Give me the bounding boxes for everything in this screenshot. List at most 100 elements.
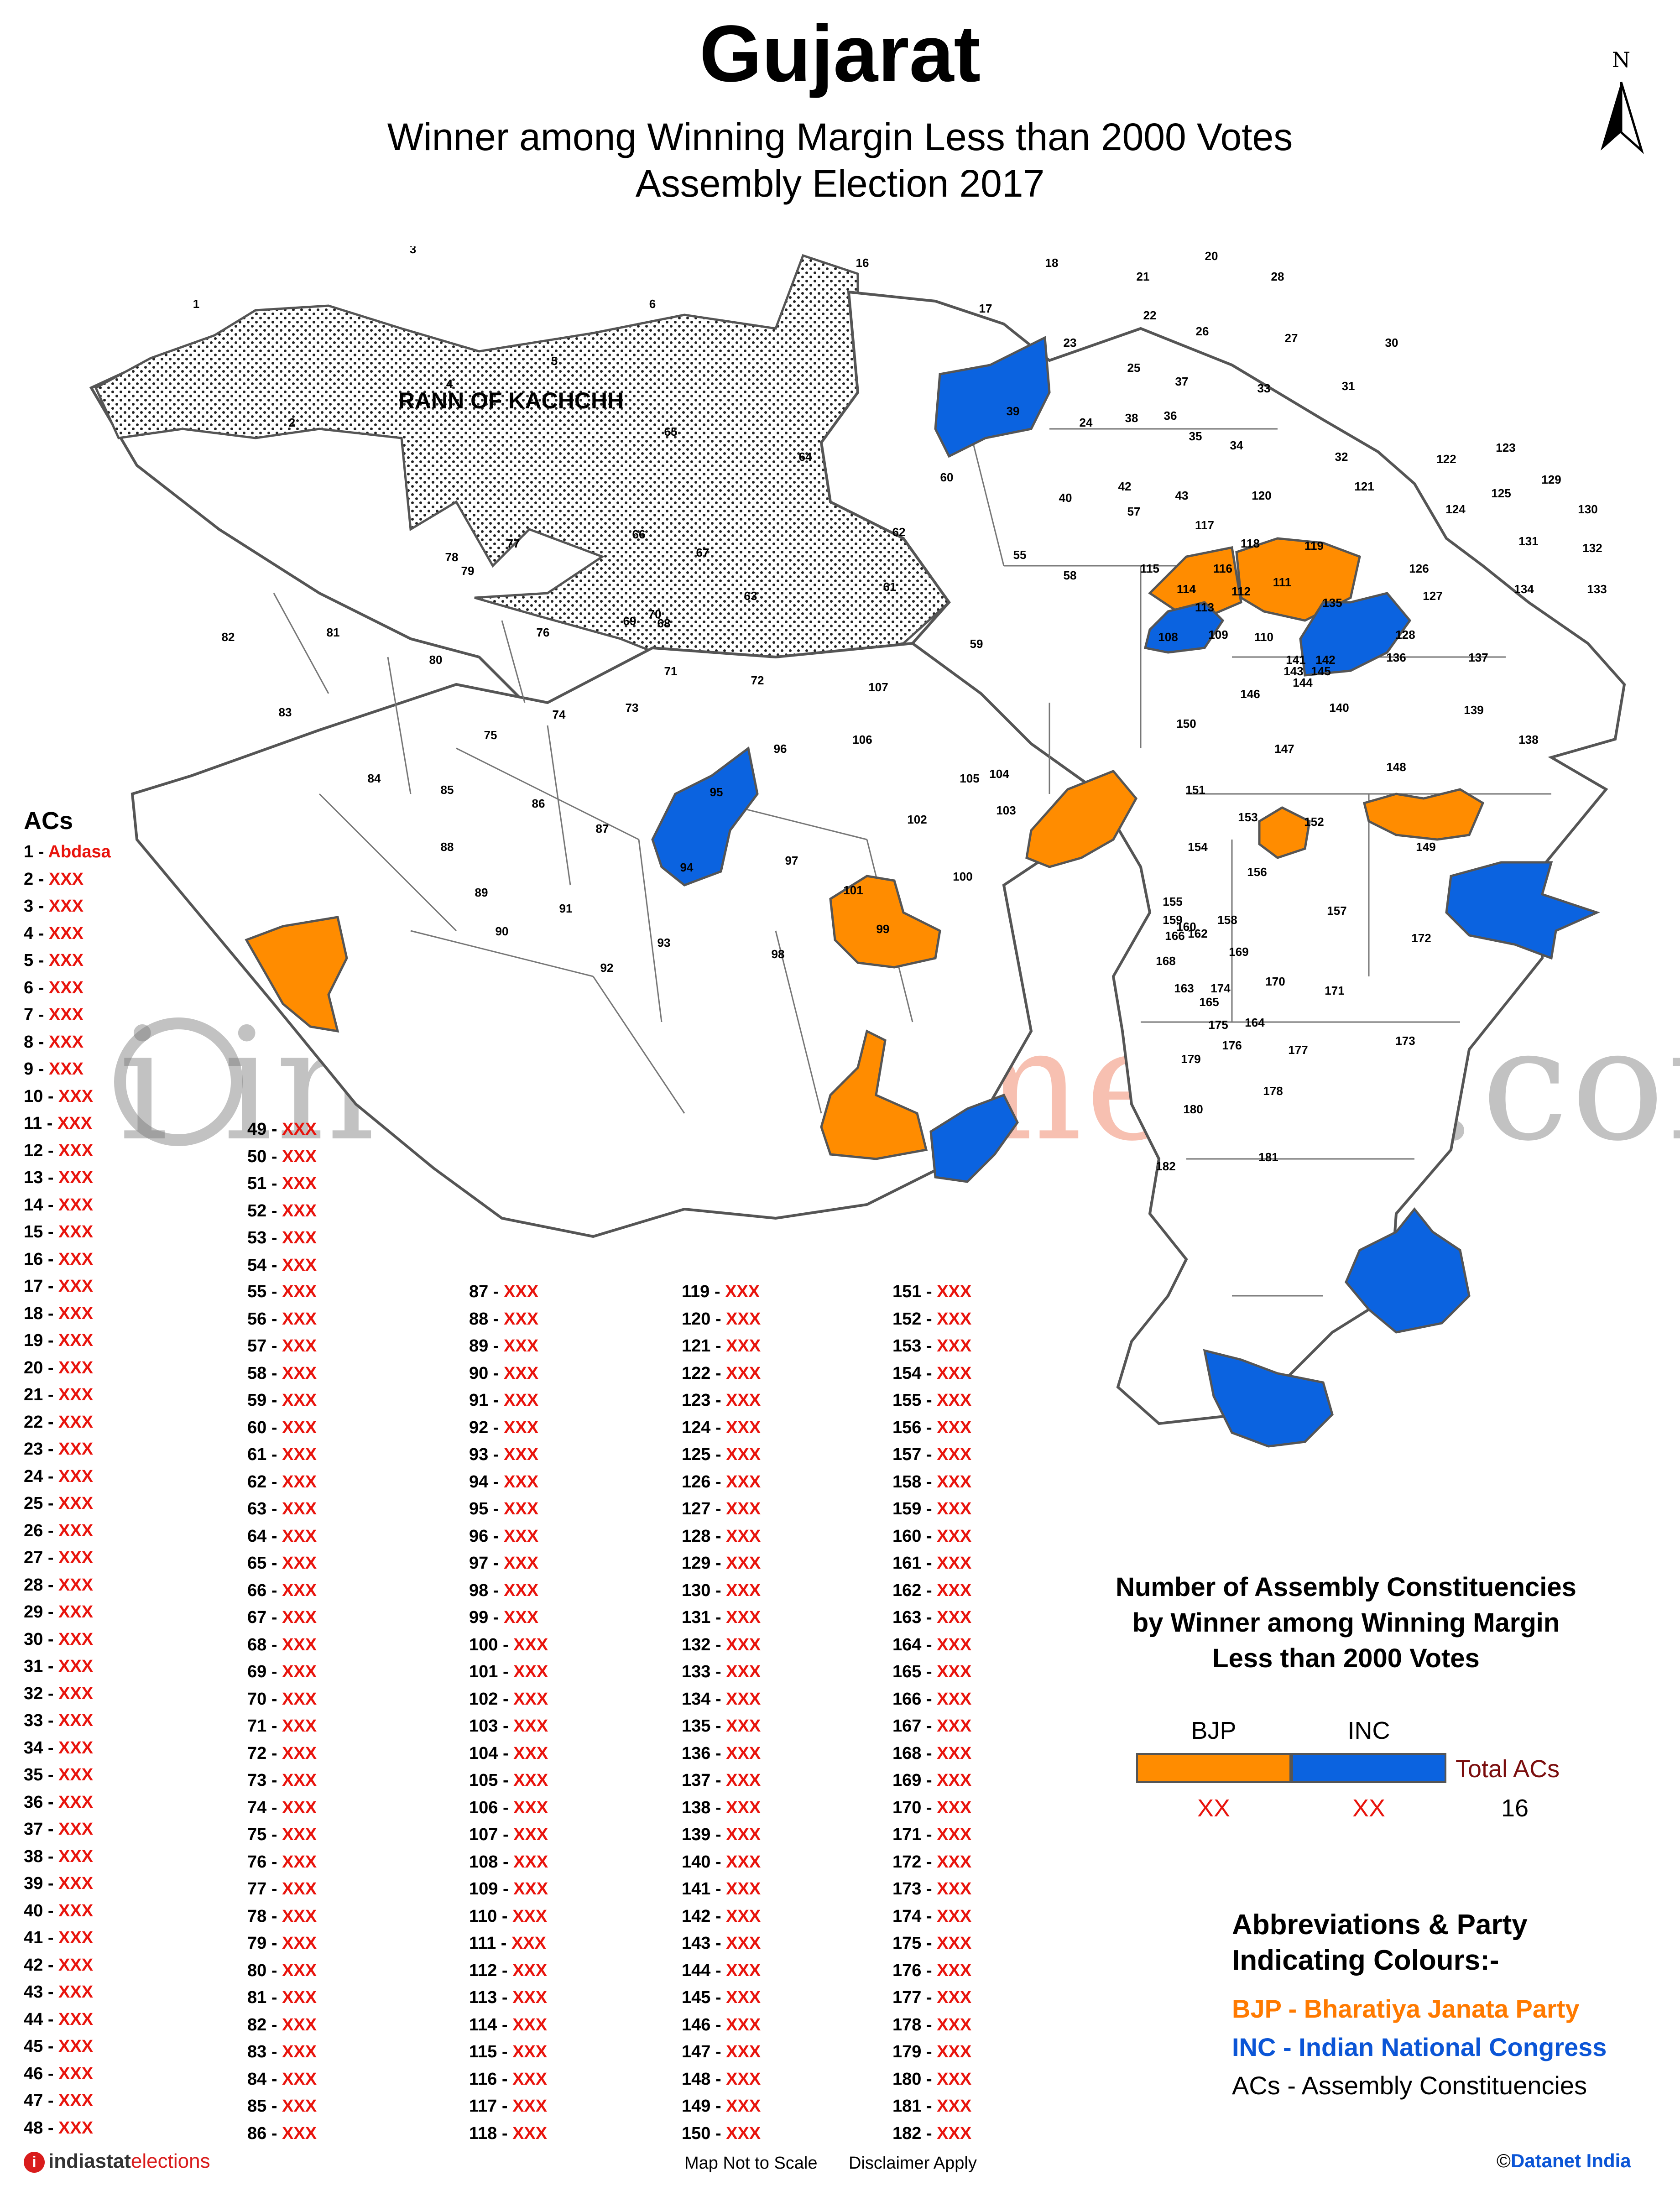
ac-number: 126 - (682, 1472, 726, 1492)
ac-number: 128 - (682, 1526, 726, 1546)
list-item: 165 - XXX (892, 1659, 1029, 1686)
list-item: 39 - XXX (24, 1870, 161, 1898)
list-item: 32 - XXX (24, 1680, 161, 1708)
list-item: 132 - XXX (682, 1632, 819, 1659)
list-item: 93 - XXX (469, 1441, 606, 1469)
ac-winner: XXX (937, 1798, 972, 1817)
ac-label: 18 (1045, 256, 1059, 270)
list-item: 85 - XXX (247, 2093, 384, 2120)
ac-label: 6 (649, 297, 656, 311)
ac-number: 115 - (469, 2042, 513, 2061)
ac-winner: XXX (48, 1032, 83, 1052)
list-item: 114 - XXX (469, 2012, 606, 2039)
ac-number: 15 - (24, 1222, 59, 1242)
ac-winner: XXX (726, 1418, 761, 1437)
ac-region-14 (934, 336, 1051, 458)
ac-winner: XXX (282, 1309, 317, 1329)
ac-region-83 (245, 916, 348, 1033)
legend-inc-value: XX (1352, 1795, 1386, 1822)
list-item: 61 - XXX (247, 1441, 384, 1469)
ac-winner: XXX (726, 1554, 761, 1573)
ac-number: 122 - (682, 1363, 726, 1383)
ac-label: 145 (1311, 664, 1330, 678)
ac-number: 132 - (682, 1635, 726, 1654)
ac-number: 124 - (682, 1418, 726, 1437)
ac-winner: XXX (58, 1331, 94, 1350)
ac-number: 19 - (24, 1331, 59, 1350)
ac-number: 162 - (892, 1581, 937, 1600)
list-item: 123 - XXX (682, 1387, 819, 1414)
list-item: 9 - XXX (24, 1056, 161, 1083)
ac-label: 101 (843, 883, 863, 897)
ac-label: 168 (1156, 954, 1175, 968)
ac-winner: XXX (58, 1738, 94, 1758)
list-item: 179 - XXX (892, 2039, 1029, 2066)
ac-number: 158 - (892, 1472, 937, 1492)
ac-winner: XXX (937, 1554, 972, 1573)
ac-label: 176 (1222, 1038, 1242, 1052)
ac-winner: XXX (937, 1336, 972, 1356)
list-item: 17 - XXX (24, 1273, 161, 1300)
list-item: 2 - XXX (24, 866, 161, 893)
list-item: 117 - XXX (469, 2093, 606, 2120)
ac-winner: XXX (513, 1635, 548, 1654)
ac-number: 59 - (247, 1391, 282, 1410)
ac-winner: XXX (726, 1879, 761, 1899)
list-item: 82 - XXX (247, 2012, 384, 2039)
ac-label: 90 (496, 924, 509, 938)
ac-label: 94 (680, 861, 694, 874)
acs-column: 87 - XXX 88 - XXX 89 - XXX 90 - XXX 91 - XXX… (469, 1278, 606, 2147)
list-item: 162 - XXX (892, 1577, 1029, 1605)
list-item: 47 - XXX (24, 2087, 161, 2115)
ac-number: 6 - (24, 978, 49, 997)
ac-label: 132 (1582, 541, 1602, 555)
ac-winner: XXX (48, 869, 83, 889)
ac-winner: XXX (282, 1662, 317, 1681)
ac-number: 31 - (24, 1657, 59, 1676)
ac-winner: XXX (58, 1820, 94, 1839)
ac-label: 107 (868, 680, 888, 694)
ac-winner: XXX (58, 1602, 94, 1622)
ac-number: 108 - (469, 1852, 514, 1872)
ac-winner: XXX (726, 1961, 761, 1980)
list-item: 128 - XXX (682, 1523, 819, 1550)
ac-winner: XXX (282, 1418, 317, 1437)
list-item: 133 - XXX (682, 1659, 819, 1686)
list-item: 94 - XXX (469, 1469, 606, 1496)
ac-region-181 (1203, 1349, 1334, 1448)
ac-number: 142 - (682, 1906, 726, 1926)
ac-winner: XXX (58, 1928, 94, 1947)
list-item: 170 - XXX (892, 1795, 1029, 1822)
list-item: 124 - XXX (682, 1414, 819, 1442)
ac-number: 58 - (247, 1363, 282, 1383)
list-item: 11 - XXX (24, 1110, 161, 1137)
ac-number: 69 - (247, 1662, 282, 1681)
ac-winner: XXX (58, 1466, 94, 1486)
ac-winner: XXX (513, 1771, 548, 1790)
ac-number: 159 - (892, 1499, 937, 1518)
ac-winner: XXX (726, 1472, 761, 1492)
ac-number: 160 - (892, 1526, 937, 1546)
legend-title: Number of Assembly Constituencies by Win… (1049, 1570, 1643, 1676)
list-item: 44 - XXX (24, 2006, 161, 2034)
ac-label: 143 (1283, 664, 1303, 678)
ac-winner: XXX (726, 2097, 761, 2116)
ac-winner: XXX (726, 1934, 761, 1953)
list-item: 106 - XXX (469, 1795, 606, 1822)
ac-label: 157 (1327, 904, 1346, 918)
list-item: 163 - XXX (892, 1604, 1029, 1632)
ac-winner: XXX (282, 1147, 317, 1166)
ac-number: 135 - (682, 1716, 726, 1736)
ac-number: 120 - (682, 1309, 726, 1329)
ac-label: 164 (1245, 1016, 1265, 1029)
ac-number: 144 - (682, 1961, 726, 1980)
ac-number: 137 - (682, 1771, 726, 1790)
ac-label: 105 (960, 772, 979, 785)
ac-label: 60 (940, 470, 954, 484)
ac-number: 85 - (247, 2097, 282, 2116)
ac-winner: XXX (726, 1662, 761, 1681)
ac-label: 117 (1195, 518, 1214, 532)
ac-label: 120 (1252, 489, 1271, 502)
list-item: 7 - XXX (24, 1002, 161, 1029)
list-item: 75 - XXX (247, 1821, 384, 1849)
